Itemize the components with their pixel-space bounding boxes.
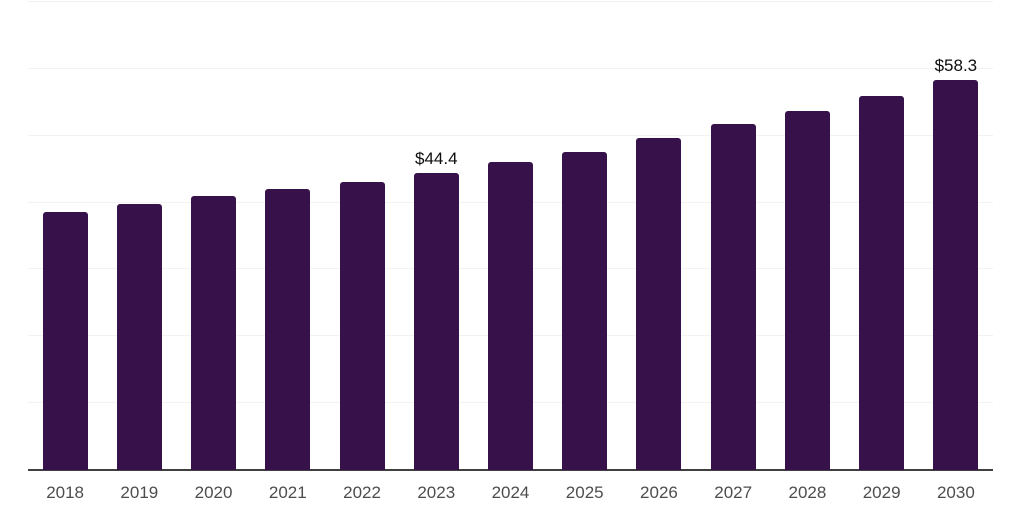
x-tick-label-2026: 2026 — [640, 483, 678, 502]
x-tick-label-2023: 2023 — [417, 483, 456, 502]
bar-2022 — [339, 181, 385, 470]
bar-2028 — [784, 110, 830, 470]
gridline — [28, 134, 993, 136]
bar-2019 — [116, 203, 162, 470]
bar-2030 — [933, 80, 979, 470]
bar-2027 — [710, 124, 756, 470]
x-tick-label-2019: 2019 — [120, 483, 159, 502]
plot-area: $44.4 $58.3 — [28, 0, 993, 471]
x-tick-label-2024: 2024 — [491, 483, 530, 502]
gridline — [28, 67, 993, 69]
bar-2023 — [413, 173, 459, 470]
bar-2021 — [265, 189, 311, 470]
bar-2026 — [636, 137, 682, 470]
bar-2025 — [562, 151, 608, 470]
bar-value-label-2030: $58.3 — [934, 56, 978, 76]
x-tick-label-2027: 2027 — [714, 483, 753, 502]
gridline — [28, 1, 993, 2]
x-tick-label-2029: 2029 — [862, 483, 901, 502]
x-tick-label-2021: 2021 — [268, 483, 307, 502]
bar-2018 — [42, 211, 88, 470]
x-tick-label-2030: 2030 — [936, 483, 975, 502]
x-tick-label-2022: 2022 — [343, 483, 381, 502]
x-axis-line — [28, 469, 993, 471]
bar-2024 — [488, 161, 533, 470]
x-axis-labels: 2018 2019 2020 2021 2022 2023 2024 2025 2026 2027… — [28, 483, 993, 507]
x-tick-label-2028: 2028 — [788, 483, 827, 502]
x-tick-label-2018: 2018 — [46, 483, 85, 502]
x-tick-label-2025: 2025 — [565, 483, 604, 502]
bar-2029 — [859, 96, 905, 470]
bar-2020 — [191, 195, 237, 470]
x-tick-label-2020: 2020 — [194, 483, 233, 502]
bar-value-label-2023: $44.4 — [414, 149, 458, 169]
